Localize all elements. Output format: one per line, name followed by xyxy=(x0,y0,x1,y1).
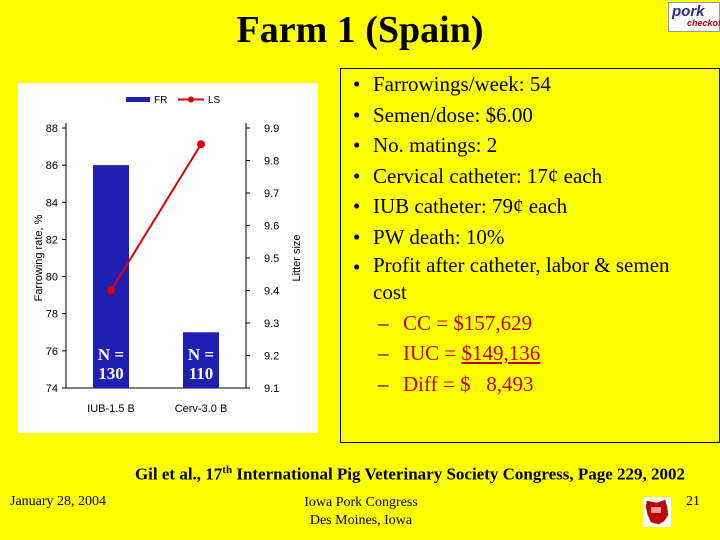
bullet-item: • Profit after catheter, labor & semen co… xyxy=(341,252,719,308)
bullet-text: Cervical catheter: 17¢ each xyxy=(373,163,603,188)
footer-event-line2: Des Moines, Iowa xyxy=(309,513,413,528)
legend-label-ls: LS xyxy=(208,95,221,106)
sub-bullet-value: $149,136 xyxy=(461,341,541,365)
sub-bullet-label: Diff = xyxy=(403,371,460,396)
bar-fr xyxy=(183,332,219,388)
ohio-state-icon xyxy=(643,497,671,527)
sub-bullet-list: – CC = $157,629– IUC = $149,136– Diff = $ 8… xyxy=(341,308,719,400)
y-axis-label: Farrowing rate, % xyxy=(33,214,45,301)
y-tick-label: 86 xyxy=(46,160,58,172)
bullet-dot-icon: • xyxy=(353,163,361,188)
footer-event: Iowa Pork Congress Des Moines, Iowa xyxy=(266,494,456,530)
y-tick-label: 78 xyxy=(46,309,58,321)
n-annotation-line1: N = xyxy=(98,345,124,364)
bullet-dot-icon: • xyxy=(353,255,361,279)
slide-title: Farm 1 (Spain) xyxy=(236,9,484,51)
bullet-list: • Farrowings/week: 54 • Semen/dose: $6.00 • N… xyxy=(341,69,719,308)
y2-tick-label: 9.6 xyxy=(264,221,279,233)
sub-bullet-item: – IUC = $149,136 xyxy=(341,338,719,369)
sub-bullet-label: IUC = xyxy=(403,341,462,365)
bar-fr xyxy=(93,165,129,388)
n-annotation-line2: 130 xyxy=(98,364,124,383)
y2-tick-label: 9.2 xyxy=(264,351,279,363)
bullet-text: IUB catheter: 79¢ each xyxy=(373,194,568,218)
sub-bullet-label: CC = xyxy=(403,310,454,335)
dash-icon: – xyxy=(378,371,389,396)
dash-icon: – xyxy=(378,310,389,335)
logo-text-pork: pork xyxy=(672,3,705,20)
y-tick-label: 84 xyxy=(46,197,58,209)
sub-bullet-value: $157,629 xyxy=(453,310,533,335)
y2-tick-label: 9.8 xyxy=(264,156,279,168)
pork-checkoff-logo: pork checkoff xyxy=(668,2,720,32)
bullet-item: • No. matings: 2 xyxy=(341,130,719,161)
y2-axis-label: Litter size xyxy=(291,234,303,281)
citation-pre: Gil et al., 17 xyxy=(134,464,223,484)
bullet-text: No. matings: 2 xyxy=(373,133,498,157)
citation: Gil et al., 17th International Pig Veter… xyxy=(0,464,720,485)
sub-bullet-item: – CC = $157,629 xyxy=(341,308,719,339)
bullet-text: Farrowings/week: 54 xyxy=(373,72,551,96)
y2-tick-label: 9.7 xyxy=(264,188,279,200)
citation-post: International Pig Veterinary Society Con… xyxy=(232,464,686,484)
bullet-text: Profit after catheter, labor & semen cos… xyxy=(373,253,670,304)
bullet-item: • PW death: 10% xyxy=(341,222,719,253)
bullet-dot-icon: • xyxy=(353,224,361,249)
bullet-dot-icon: • xyxy=(353,72,361,96)
bullet-item: • IUB catheter: 79¢ each xyxy=(341,191,719,222)
footer-date: January 28, 2004 xyxy=(10,494,107,509)
y2-tick-label: 9.4 xyxy=(264,286,279,298)
y2-tick-label: 9.1 xyxy=(264,383,279,395)
bullet-text: Semen/dose: $6.00 xyxy=(373,102,533,127)
legend-swatch-fr xyxy=(126,97,150,102)
citation-sup: th xyxy=(222,464,233,476)
bullet-dot-icon: • xyxy=(353,102,361,127)
line-point xyxy=(197,140,205,149)
logo-text-checkoff: checkoff xyxy=(687,18,720,28)
x-tick-label: IUB-1.5 B xyxy=(87,403,135,415)
bullet-item: • Cervical catheter: 17¢ each xyxy=(341,161,719,192)
line-point xyxy=(107,286,115,295)
x-tick-label: Cerv-3.0 B xyxy=(175,403,228,415)
sub-bullet-item: – Diff = $ 8,493 xyxy=(341,369,719,400)
y-tick-label: 88 xyxy=(46,123,58,135)
bullet-item: • Farrowings/week: 54 xyxy=(341,69,719,100)
bullet-text: PW death: 10% xyxy=(373,224,505,249)
y2-tick-label: 9.5 xyxy=(264,253,279,265)
legend-marker-ls xyxy=(188,96,194,103)
n-annotation-line2: 110 xyxy=(189,364,214,383)
combo-chart: 74 76 78 80 82 84 86 88 9.1 9.2 9.3 9.4 9.5 9.6 9.7 9.8… xyxy=(33,95,303,415)
line-ls xyxy=(110,143,202,292)
sub-bullet-value: $ 8,493 xyxy=(459,371,534,396)
n-annotation-line1: N = xyxy=(188,345,214,364)
chart-panel: 74 76 78 80 82 84 86 88 9.1 9.2 9.3 9.4 9.5 9.6 9.7 9.8… xyxy=(18,83,318,433)
bullet-panel: • Farrowings/week: 54 • Semen/dose: $6.00 • N… xyxy=(340,68,720,443)
bullet-item: • Semen/dose: $6.00 xyxy=(341,100,719,131)
legend-label-fr: FR xyxy=(154,95,167,106)
y2-tick-label: 9.9 xyxy=(264,123,279,135)
y-tick-label: 82 xyxy=(46,234,58,246)
bullet-dot-icon: • xyxy=(353,133,361,157)
dash-icon: – xyxy=(378,341,389,365)
bullet-dot-icon: • xyxy=(353,194,361,218)
y-tick-label: 74 xyxy=(46,383,58,395)
y2-tick-label: 9.3 xyxy=(264,318,279,330)
footer-event-line1: Iowa Pork Congress xyxy=(304,495,418,510)
y-tick-label: 80 xyxy=(46,272,58,284)
y-tick-label: 76 xyxy=(46,346,58,358)
page-number: 21 xyxy=(686,494,700,509)
